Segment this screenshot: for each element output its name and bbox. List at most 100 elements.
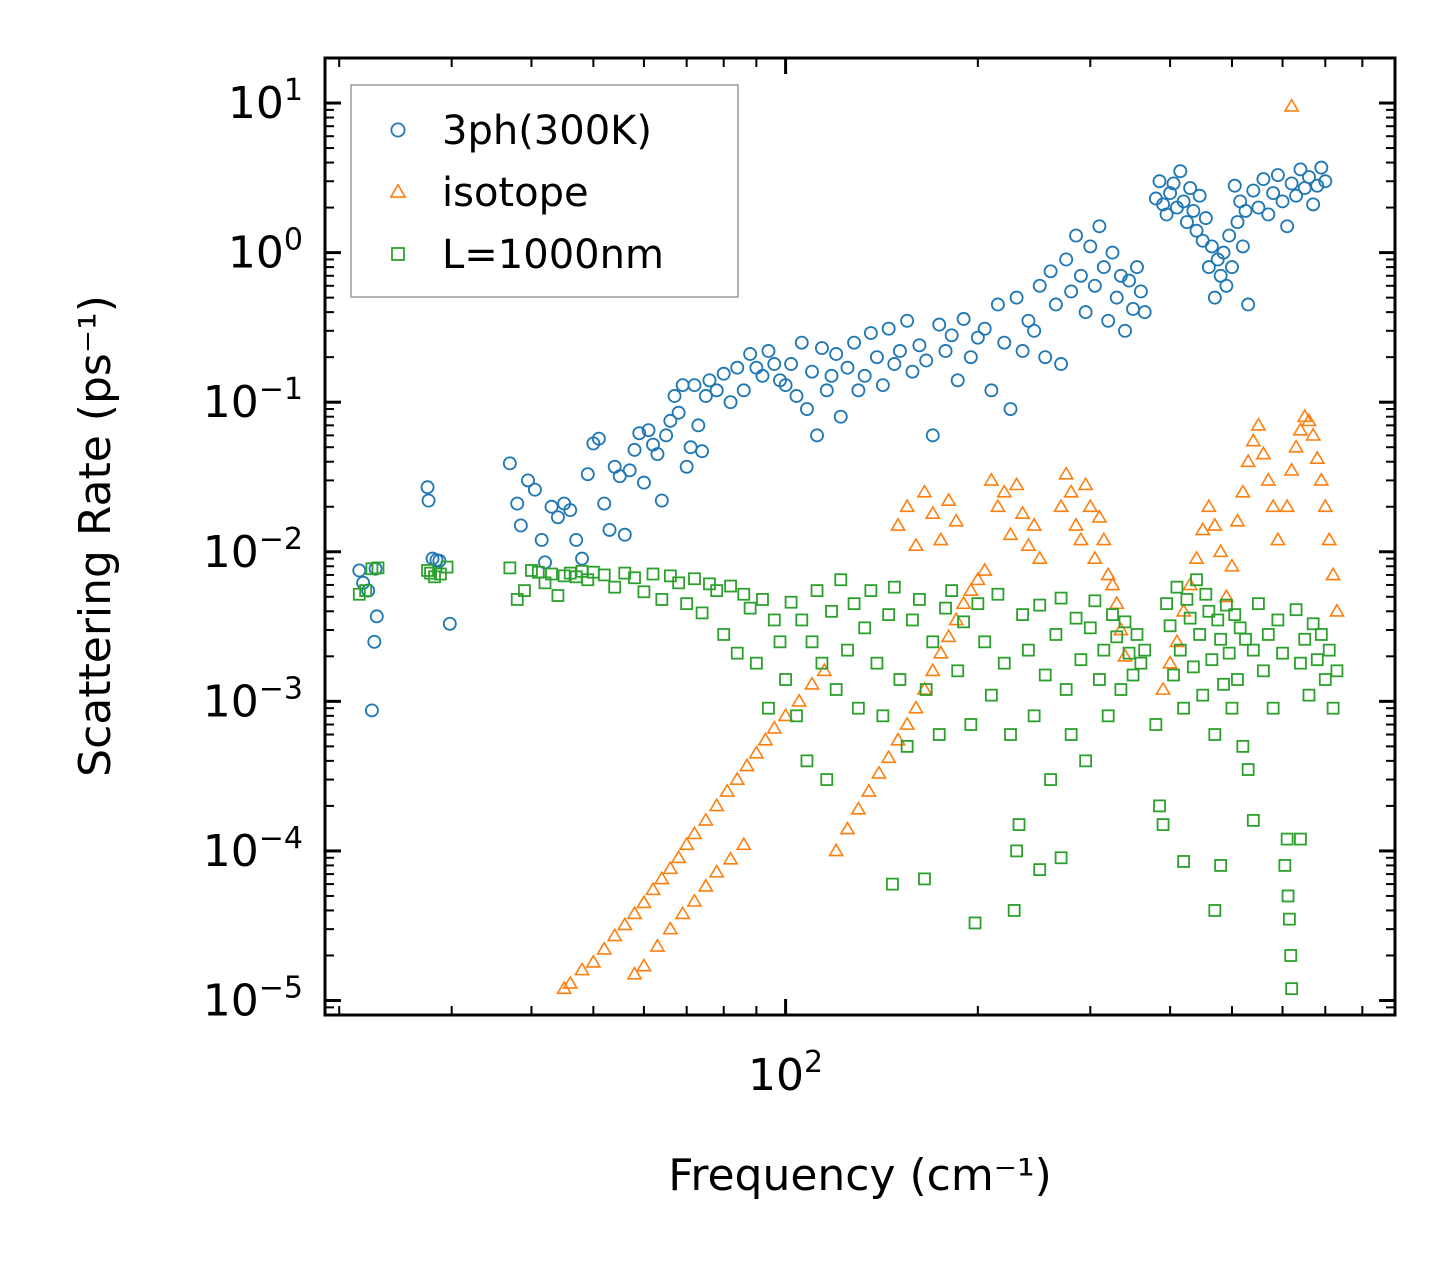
data-point — [608, 580, 622, 594]
data-point — [1173, 643, 1187, 657]
data-point — [1182, 576, 1199, 591]
data-point — [1300, 412, 1317, 427]
data-point — [1189, 223, 1204, 238]
data-point — [1222, 228, 1237, 243]
data-point — [367, 634, 382, 649]
data-point — [1194, 521, 1211, 536]
data-point — [1173, 164, 1188, 179]
data-point — [810, 428, 824, 443]
data-point — [907, 537, 924, 551]
data-point — [887, 357, 902, 371]
data-point — [932, 531, 949, 546]
data-point — [983, 472, 1000, 486]
data-point — [1229, 513, 1246, 527]
data-point — [1266, 701, 1280, 715]
data-point — [687, 378, 702, 393]
data-point — [645, 881, 662, 896]
data-point — [1126, 668, 1140, 682]
data-point — [1073, 268, 1088, 283]
data-point — [1092, 673, 1106, 686]
data-point — [632, 426, 647, 441]
data-point — [1048, 297, 1063, 312]
data-point — [1325, 566, 1342, 581]
data-point — [729, 771, 746, 785]
data-point — [900, 739, 914, 753]
data-point — [1059, 683, 1073, 696]
data-point — [1252, 597, 1265, 611]
data-point — [913, 593, 926, 606]
data-point — [1293, 162, 1308, 177]
data-point — [1208, 728, 1222, 741]
data-point — [743, 347, 758, 361]
data-point — [635, 894, 652, 909]
data-point — [1285, 982, 1299, 996]
data-point — [1257, 664, 1270, 678]
data-point — [762, 701, 775, 715]
data-point — [989, 498, 1006, 513]
legend-marker-icon — [389, 183, 407, 198]
data-point — [710, 584, 724, 598]
data-point — [688, 572, 701, 586]
data-point — [924, 505, 941, 520]
data-point — [1245, 432, 1262, 447]
data-point — [916, 484, 933, 498]
data-point — [900, 313, 915, 328]
data-point — [440, 560, 454, 574]
data-point — [612, 469, 627, 484]
data-point — [1008, 476, 1025, 491]
data-point — [1027, 709, 1041, 723]
data-point — [1309, 450, 1326, 464]
legend-entry: L=1000nm — [391, 232, 664, 278]
data-point — [1196, 688, 1210, 702]
data-point — [1227, 178, 1242, 193]
data-point — [708, 797, 725, 812]
data-point — [1255, 445, 1272, 460]
data-point — [1234, 484, 1251, 498]
data-point — [819, 383, 834, 398]
data-point — [1218, 588, 1235, 603]
data-point — [1155, 681, 1172, 695]
data-point — [616, 916, 633, 931]
data-point — [1282, 912, 1296, 926]
data-point — [1122, 273, 1137, 288]
data-point — [1261, 628, 1275, 641]
data-point — [940, 628, 957, 643]
data-point — [1101, 313, 1116, 328]
data-point — [829, 347, 844, 361]
data-point — [968, 916, 982, 930]
data-point — [518, 584, 531, 598]
data-point — [1049, 628, 1063, 641]
data-point — [698, 389, 713, 403]
data-point — [963, 350, 978, 365]
data-point — [680, 597, 694, 611]
data-point — [1063, 484, 1080, 498]
data-point — [1117, 648, 1134, 662]
data-point — [1216, 245, 1231, 260]
data-point — [757, 732, 774, 746]
data-point — [1271, 613, 1285, 627]
data-point — [1058, 466, 1075, 480]
series-l-1000nm — [352, 560, 1344, 996]
data-point — [1214, 632, 1228, 646]
data-point — [702, 373, 717, 388]
data-point — [794, 335, 809, 350]
data-point — [790, 709, 803, 723]
data-point — [1188, 550, 1205, 565]
data-point — [545, 567, 558, 581]
tick-labels: 101 100 10−1 10−2 10−3 10−4 10−5 102 — [203, 73, 823, 1101]
data-point — [1020, 537, 1037, 551]
data-point — [767, 357, 782, 371]
data-point — [833, 409, 848, 424]
data-point — [1064, 284, 1079, 299]
data-point — [1007, 904, 1021, 917]
data-point — [1166, 176, 1181, 191]
data-point — [510, 496, 525, 511]
data-point — [789, 389, 804, 403]
data-point — [997, 656, 1011, 670]
data-point — [650, 447, 665, 462]
data-point — [1269, 531, 1286, 546]
data-point — [1235, 239, 1250, 254]
data-point — [779, 673, 793, 686]
data-point — [503, 561, 517, 575]
data-point — [1088, 594, 1102, 608]
